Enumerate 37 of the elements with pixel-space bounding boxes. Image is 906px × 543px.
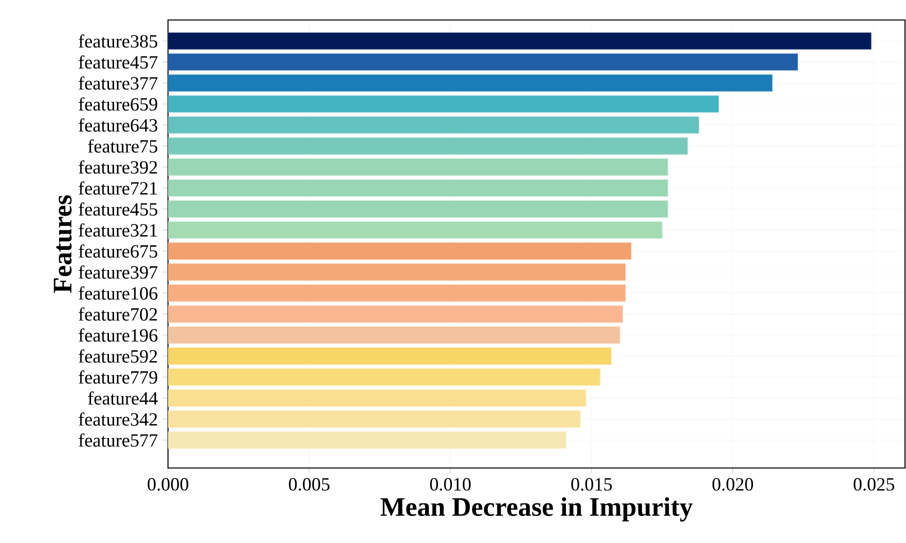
y-tick-label: feature702 [78,307,157,321]
y-tick-label: feature196 [78,328,158,342]
y-tick-label: feature397 [78,265,158,279]
y-tick-label: feature342 [78,412,157,426]
y-axis-title: Features [54,195,72,293]
bar [168,410,581,428]
y-tick-label: feature44 [88,391,158,405]
x-tick-label: 0.020 [712,478,754,491]
bar [168,263,626,281]
bar [168,137,688,155]
bar [168,431,566,449]
y-tick-label: feature455 [78,202,158,216]
y-tick-label: feature779 [78,370,158,384]
y-tick-label: feature592 [78,349,157,363]
y-tick-label: feature377 [78,76,158,90]
bar [168,284,626,302]
x-tick-label: 0.025 [854,478,894,491]
y-tick-label: feature457 [78,55,158,69]
y-tick-label: feature392 [78,160,157,174]
y-tick-label: feature577 [78,433,158,447]
x-tick-label: 0.010 [430,478,471,491]
bar [168,74,773,92]
y-tick-label: feature385 [78,34,158,48]
x-tick-label: 0.015 [571,478,612,491]
y-tick-label: feature721 [78,181,157,195]
x-tick-label: 0.005 [288,478,330,491]
y-tick-label: feature321 [78,223,157,237]
x-axis-title: Mean Decrease in Impurity [380,497,693,522]
bar [168,368,600,386]
x-tick-label: 0.000 [148,478,188,491]
bar [168,347,612,365]
y-tick-label: feature659 [78,97,158,111]
bar [168,221,662,239]
y-tick-label: feature643 [78,118,158,132]
y-tick-label: feature75 [88,139,158,153]
y-tick-label: feature106 [78,286,158,300]
y-tick-label: feature675 [78,244,158,258]
